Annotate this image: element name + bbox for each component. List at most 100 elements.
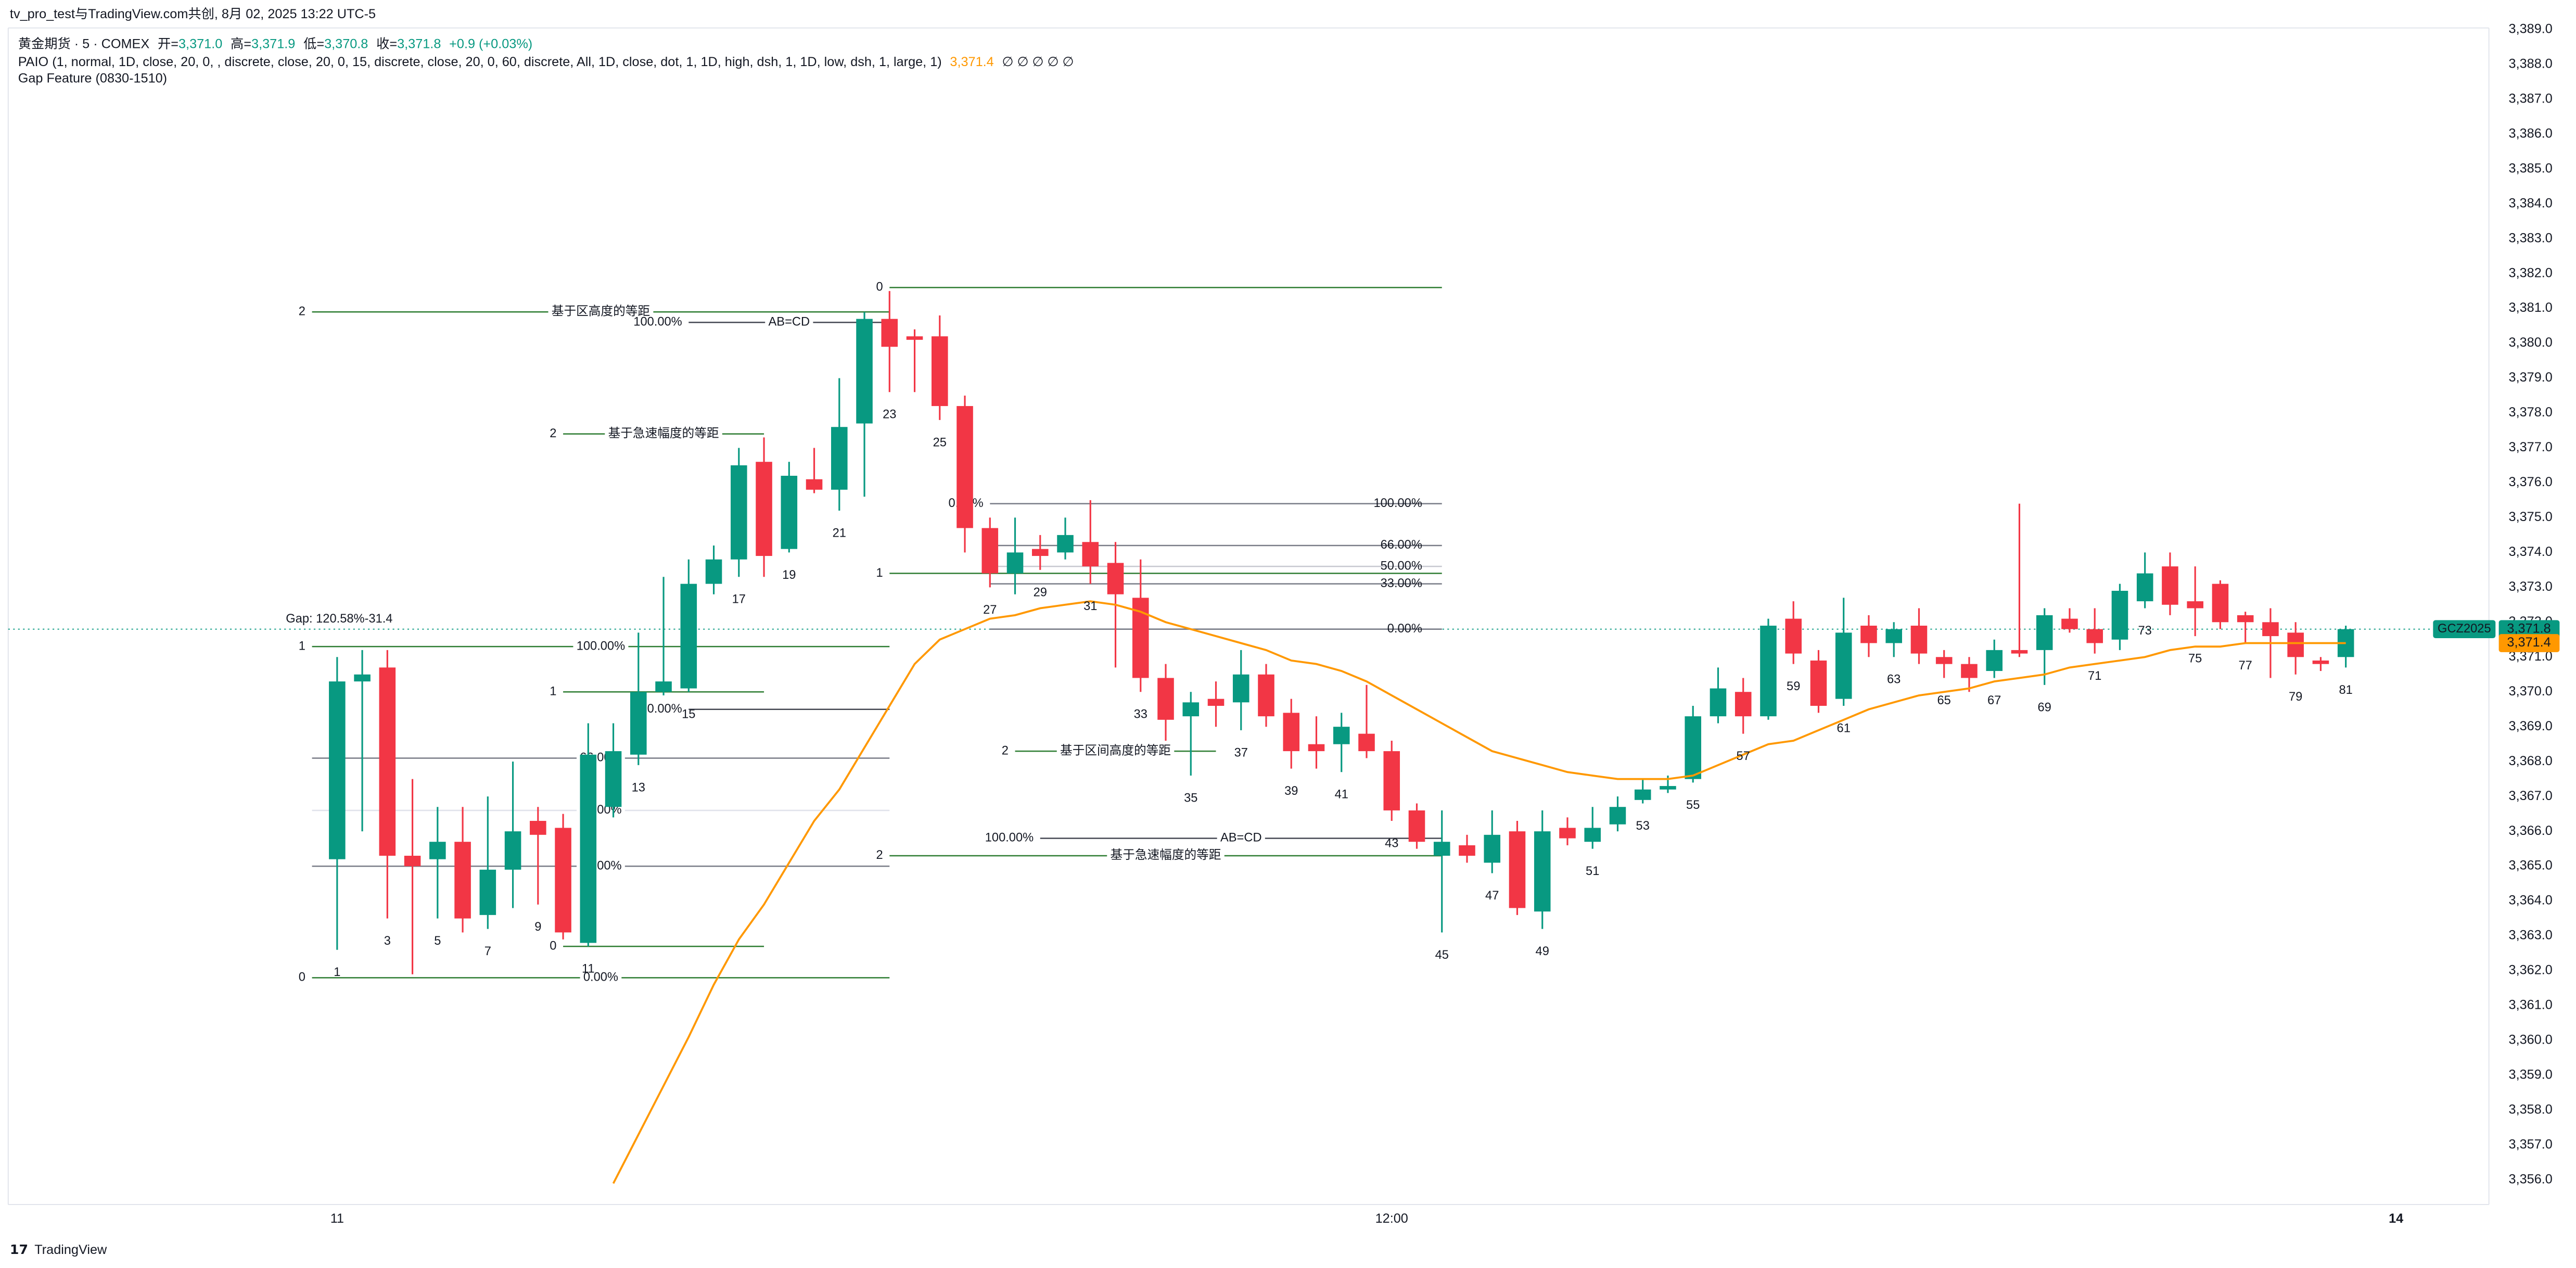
candle-body <box>655 681 672 692</box>
y-tick-label: 3,380.0 <box>2509 335 2553 350</box>
candle-body <box>831 427 848 490</box>
level-start-label: 0 <box>876 281 883 294</box>
y-tick-label: 3,373.0 <box>2509 579 2553 594</box>
bar-number: 71 <box>2088 669 2101 683</box>
level-end-label: 50.00% <box>1381 559 1422 573</box>
level-start-label: 0.00% <box>647 702 682 716</box>
candle-body <box>906 336 923 340</box>
label-background <box>580 970 622 984</box>
last-price-tag <box>2498 620 2560 639</box>
brand: TradingView <box>34 1242 107 1257</box>
level-start-label: 2 <box>876 848 883 862</box>
bar-number: 13 <box>632 781 645 794</box>
bar-number: 75 <box>2188 652 2202 666</box>
candle-body <box>1006 552 1024 574</box>
level-end-label: 100.00% <box>1373 497 1422 510</box>
y-tick-label: 3,367.0 <box>2509 789 2553 803</box>
footer: 𝟭𝟳 TradingView <box>10 1242 107 1257</box>
bar-number: 61 <box>1837 721 1851 735</box>
y-tick-label: 3,357.0 <box>2509 1137 2553 1152</box>
y-tick-label: 3,378.0 <box>2509 405 2553 420</box>
candle-body <box>2262 622 2279 637</box>
candle-body <box>957 406 973 528</box>
y-tick-label: 3,360.0 <box>2509 1033 2553 1047</box>
bar-number: 21 <box>833 526 846 540</box>
x-tick-label: 14 <box>2389 1211 2403 1226</box>
y-tick-label: 3,364.0 <box>2509 893 2553 908</box>
bar-number: 69 <box>2038 701 2051 714</box>
bar-number: 5 <box>434 934 441 948</box>
level-start-label: 2 <box>299 305 305 319</box>
symbol-line: 黄金期货 · 5 · COMEX 开=3,371.0 高=3,371.9 低=3,37… <box>18 36 532 51</box>
level-start-label: 1 <box>876 566 883 580</box>
bar-number: 49 <box>1536 945 1549 958</box>
candle-body <box>1735 692 1752 717</box>
ohlc-label: 收= <box>376 36 397 51</box>
y-tick-label: 3,387.0 <box>2509 91 2553 106</box>
ohlc-label: 高= <box>231 36 251 51</box>
level-start-label: 2 <box>550 427 556 440</box>
bar-number: 53 <box>1636 819 1650 833</box>
candle-body <box>1885 629 1902 643</box>
y-tick-label: 3,377.0 <box>2509 440 2553 454</box>
bar-number: 63 <box>1887 673 1901 687</box>
bar-number: 35 <box>1184 791 1197 805</box>
y-tick-label: 3,375.0 <box>2509 510 2553 524</box>
candle-body <box>1258 674 1274 717</box>
candle-body <box>1082 542 1099 567</box>
candle-body <box>981 528 999 574</box>
candle-body <box>1433 842 1450 856</box>
bar-number: 41 <box>1335 788 1348 802</box>
bar-number: 19 <box>782 568 796 582</box>
ohlc-value: 3,371.8 <box>397 36 441 51</box>
y-tick-label: 3,388.0 <box>2509 56 2553 71</box>
candle-body <box>1785 618 1802 654</box>
bar-number: 23 <box>883 408 896 422</box>
level-center-label: AB=CD <box>1220 831 1262 845</box>
candle-body <box>1509 831 1526 908</box>
label-background <box>1056 743 1175 758</box>
level-start-label: 2 <box>1002 744 1009 757</box>
candle-body <box>1157 678 1174 720</box>
y-tick-label: 3,359.0 <box>2509 1068 2553 1082</box>
candle-body <box>1358 733 1375 752</box>
level-end-label: 33.00% <box>1381 577 1422 590</box>
y-tick-label: 3,358.0 <box>2509 1102 2553 1117</box>
source-line: tv_pro_test与TradingView.com共创, 8月 02, 20… <box>10 7 376 21</box>
y-tick-label: 3,385.0 <box>2509 161 2553 175</box>
candle-body <box>429 842 446 859</box>
y-tick-label: 3,356.0 <box>2509 1172 2553 1186</box>
candle-body <box>1910 625 1928 654</box>
candle-body <box>1860 625 1877 643</box>
bar-number: 57 <box>1737 750 1750 763</box>
candle-body <box>1031 549 1049 556</box>
bar-number: 3 <box>384 934 391 948</box>
level-center-label: 基于区间高度的等距 <box>1060 743 1171 757</box>
level-end-label: 0.00% <box>1387 622 1422 636</box>
ma-last-tag <box>2498 634 2560 652</box>
symbol: 黄金期货 · 5 · COMEX <box>18 36 150 51</box>
y-tick-label: 3,368.0 <box>2509 754 2553 768</box>
y-tick-label: 3,383.0 <box>2509 231 2553 245</box>
y-tick-label: 3,382.0 <box>2509 265 2553 280</box>
level-center-label: 基于急速幅度的等距 <box>608 426 719 440</box>
ohlc-value: 3,370.8 <box>324 36 368 51</box>
candle-body <box>1484 834 1501 863</box>
candle-body <box>2212 584 2229 623</box>
candle-body <box>2111 591 2128 640</box>
candle-body <box>555 828 571 933</box>
bar-number: 39 <box>1284 784 1298 798</box>
change: +0.9 (+0.03%) <box>449 36 532 51</box>
candle-body <box>705 559 722 584</box>
candle-body <box>781 476 798 549</box>
candle-body <box>1283 713 1300 752</box>
candle-body <box>1107 563 1124 594</box>
candle-body <box>1308 744 1325 752</box>
level-start-label: 1 <box>299 639 305 653</box>
y-tick-label: 3,363.0 <box>2509 928 2553 943</box>
y-tick-label: 3,386.0 <box>2509 126 2553 141</box>
bar-number: 77 <box>2239 659 2252 673</box>
bar-number: 33 <box>1134 708 1147 721</box>
